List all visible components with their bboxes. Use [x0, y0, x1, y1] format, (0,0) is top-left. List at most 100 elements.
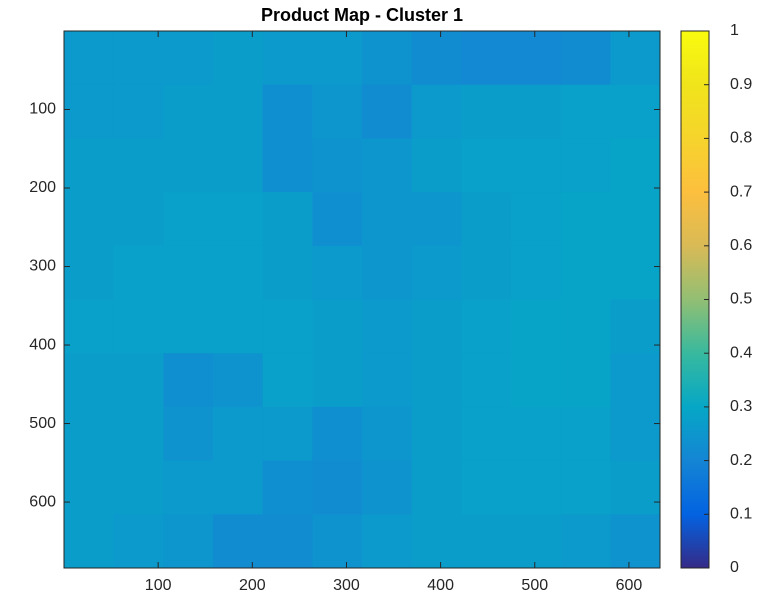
heat-cell: [262, 138, 313, 193]
heat-cell: [113, 31, 164, 86]
y-tick-label: 300: [29, 258, 56, 275]
heat-cell: [411, 514, 462, 569]
heat-cell: [610, 192, 661, 247]
heat-cell: [64, 299, 115, 354]
heat-cell: [213, 514, 264, 569]
heat-cell: [362, 460, 413, 515]
colorbar-tick-label: 0.7: [730, 183, 752, 200]
heat-cell: [560, 138, 611, 193]
heat-cell: [312, 353, 363, 408]
heat-cell: [262, 84, 313, 139]
heat-cell: [213, 192, 264, 247]
heat-cell: [213, 353, 264, 408]
heat-cell: [560, 84, 611, 139]
heat-cell: [312, 138, 363, 193]
heat-cell: [411, 299, 462, 354]
heat-cell: [163, 460, 214, 515]
heat-cell: [560, 245, 611, 300]
heat-cell: [610, 514, 661, 569]
heat-cell: [163, 514, 214, 569]
heat-cell: [560, 353, 611, 408]
heat-cell: [511, 406, 562, 462]
y-tick-label: 200: [29, 179, 56, 196]
heat-cell: [163, 353, 214, 408]
heat-cell: [64, 138, 115, 193]
x-tick-label: 100: [145, 577, 172, 594]
heat-cell: [64, 192, 115, 247]
axes-box: [63, 30, 661, 569]
heat-cell: [113, 299, 164, 354]
heat-cell: [312, 84, 363, 139]
heat-cell: [560, 514, 611, 569]
heat-cell: [312, 460, 363, 515]
heat-cell: [411, 31, 462, 86]
heat-cell: [610, 84, 661, 139]
heat-cell: [362, 245, 413, 300]
heat-cell: [511, 138, 562, 193]
heat-cell: [163, 31, 214, 86]
colorbar-tick-label: 1: [730, 22, 739, 39]
heat-cell: [411, 138, 462, 193]
heat-cell: [213, 31, 264, 86]
heat-cell: [262, 192, 313, 247]
colorbar-tick-label: 0.1: [730, 506, 752, 523]
heat-cell: [362, 192, 413, 247]
heat-cell: [461, 192, 512, 247]
heat-cell: [64, 460, 115, 515]
heat-cell: [362, 31, 413, 86]
x-tick-label: 200: [239, 577, 266, 594]
heat-cell: [312, 299, 363, 354]
x-tick-label: 300: [333, 577, 360, 594]
heat-cell: [511, 299, 562, 354]
heat-cell: [411, 353, 462, 408]
heat-cell: [64, 84, 115, 139]
heat-cell: [511, 84, 562, 139]
heat-cell: [262, 514, 313, 569]
heat-cell: [64, 353, 115, 408]
colorbar-tick-label: 0.2: [730, 452, 752, 469]
colorbar-tick-label: 0.5: [730, 291, 752, 308]
y-tick-label: 400: [29, 336, 56, 353]
heat-cell: [213, 406, 264, 462]
heat-cell: [362, 299, 413, 354]
colorbar-tick-label: 0.9: [730, 76, 752, 93]
x-tick-label: 500: [521, 577, 548, 594]
heat-cell: [511, 514, 562, 569]
heat-cell: [312, 31, 363, 86]
heat-cell: [362, 406, 413, 462]
chart-title: Product Map - Cluster 1: [261, 5, 463, 25]
heat-cell: [163, 84, 214, 139]
heat-cell: [312, 514, 363, 569]
heat-cell: [610, 31, 661, 86]
heat-cell: [560, 406, 611, 462]
heat-cell: [163, 245, 214, 300]
heat-cell: [411, 192, 462, 247]
heat-cell: [213, 245, 264, 300]
heat-cell: [312, 192, 363, 247]
heat-cell: [461, 84, 512, 139]
y-tick-label: 100: [29, 101, 56, 118]
heat-cell: [113, 192, 164, 247]
heat-cell: [64, 514, 115, 569]
heat-cell: [610, 406, 661, 462]
heat-cell: [610, 460, 661, 515]
heat-cell: [461, 31, 512, 86]
heat-cell: [64, 31, 115, 86]
heat-cell: [362, 138, 413, 193]
heat-cell: [312, 245, 363, 300]
heat-cell: [411, 460, 462, 515]
heat-cell: [113, 460, 164, 515]
heat-cell: [461, 353, 512, 408]
heat-cell: [511, 353, 562, 408]
heat-cell: [262, 406, 313, 462]
colorbar-tick-label: 0: [730, 559, 739, 576]
heat-cell: [560, 31, 611, 86]
heat-cell: [461, 138, 512, 193]
heat-cell: [64, 406, 115, 462]
heat-cell: [411, 406, 462, 462]
heat-cell: [262, 299, 313, 354]
heat-cell: [461, 406, 512, 462]
heat-cell: [610, 245, 661, 300]
heat-cell: [312, 406, 363, 462]
